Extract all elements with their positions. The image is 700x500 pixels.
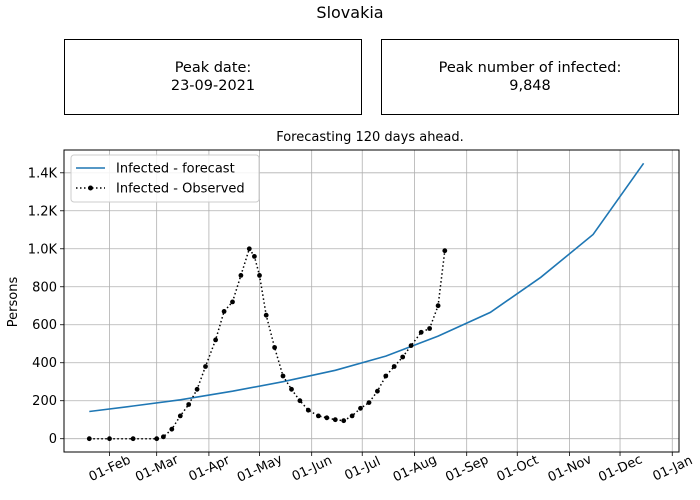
- x-tick-label: 01-Jul: [343, 454, 383, 484]
- observed-point: [435, 303, 441, 309]
- peak-infected-value: 9,848: [509, 78, 551, 94]
- peak-date-box: Peak date: 23-09-2021: [64, 39, 362, 115]
- observed-point: [297, 398, 303, 404]
- observed-point: [375, 388, 380, 394]
- observed-point: [203, 364, 208, 369]
- observed-point: [280, 373, 286, 379]
- observed-point: [305, 407, 311, 413]
- observed-point: [252, 254, 257, 259]
- peak-infected-box: Peak number of infected: 9,848: [381, 39, 679, 115]
- observed-point: [358, 405, 363, 411]
- x-tick-label: 01-Feb: [87, 453, 133, 485]
- y-tick-label: 600: [32, 318, 57, 333]
- chart-title: Forecasting 120 days ahead.: [276, 130, 464, 145]
- axes: 01-Feb 01-Mar 01-Apr 01-May 01-Jun 01-Jul 01-A…: [28, 166, 695, 485]
- y-tick-label: 0: [49, 432, 57, 447]
- observed-point: [400, 354, 406, 360]
- figure-title: Slovakia: [316, 3, 384, 22]
- x-tick-label: 01-Apr: [187, 453, 233, 485]
- observed-point: [263, 312, 269, 318]
- observed-point: [246, 246, 252, 252]
- observed-point: [130, 436, 136, 442]
- observed-point: [408, 343, 414, 348]
- peak-date-label: Peak date:: [174, 60, 252, 76]
- observed-point: [194, 386, 200, 392]
- observed-point: [418, 329, 424, 335]
- observed-point: [86, 436, 92, 442]
- observed-point: [154, 436, 160, 442]
- x-tick-label: 01-May: [235, 452, 285, 486]
- legend-forecast-label: Infected - forecast: [116, 162, 235, 177]
- observed-point: [383, 373, 389, 379]
- x-tick-label: 01-Dec: [596, 452, 644, 485]
- observed-point: [107, 436, 112, 442]
- observed-point: [391, 364, 397, 369]
- x-tick-label: 01-Mar: [133, 452, 181, 485]
- observed-point: [186, 402, 192, 407]
- y-axis-label: Persons: [6, 277, 21, 328]
- observed-point: [442, 248, 448, 254]
- plot-frame: [63, 149, 680, 453]
- observed-point: [221, 309, 227, 314]
- series-lines: [86, 162, 645, 442]
- x-tick-label: 01-Oct: [495, 453, 541, 485]
- observed-point: [230, 299, 235, 305]
- observed-point: [177, 413, 183, 419]
- observed-point: [341, 418, 347, 424]
- observed-point: [169, 426, 175, 432]
- legend-observed-label: Infected - Observed: [116, 182, 245, 197]
- y-tick-label: 1.2K: [28, 204, 58, 219]
- x-tick-label: 01-Nov: [546, 452, 595, 485]
- observed-point: [161, 434, 166, 440]
- observed-point: [289, 386, 294, 392]
- observed-point: [366, 400, 372, 405]
- y-tick-label: 200: [32, 394, 57, 409]
- observed-point: [349, 413, 355, 419]
- legend-frame: [70, 154, 260, 203]
- forecast-line: [89, 162, 645, 413]
- x-tick-label: 01-Sep: [443, 452, 491, 485]
- x-tick-label: 01-Jun: [290, 453, 335, 484]
- y-tick-label: 400: [32, 356, 57, 371]
- observed-point: [427, 326, 432, 331]
- legend-observed-marker: [88, 185, 93, 191]
- legend: Infected - forecast Infected - Observed: [70, 154, 260, 203]
- peak-infected-label: Peak number of infected:: [438, 60, 622, 76]
- observed-point: [272, 345, 277, 350]
- observed-point: [332, 417, 338, 423]
- y-tick-label: 1.0K: [28, 242, 58, 257]
- observed-point: [324, 415, 330, 421]
- observed-point: [213, 337, 219, 343]
- observed-point: [257, 273, 262, 278]
- observed-line: [89, 247, 446, 440]
- x-tick-label: 01-Jan: [651, 453, 695, 484]
- y-tick-label: 1.4K: [28, 166, 58, 181]
- observed-point: [316, 413, 321, 419]
- observed-point: [238, 273, 244, 278]
- x-tick-label: 01-Aug: [391, 452, 439, 485]
- y-tick-label: 800: [32, 280, 57, 295]
- peak-date-value: 23-09-2021: [170, 78, 256, 94]
